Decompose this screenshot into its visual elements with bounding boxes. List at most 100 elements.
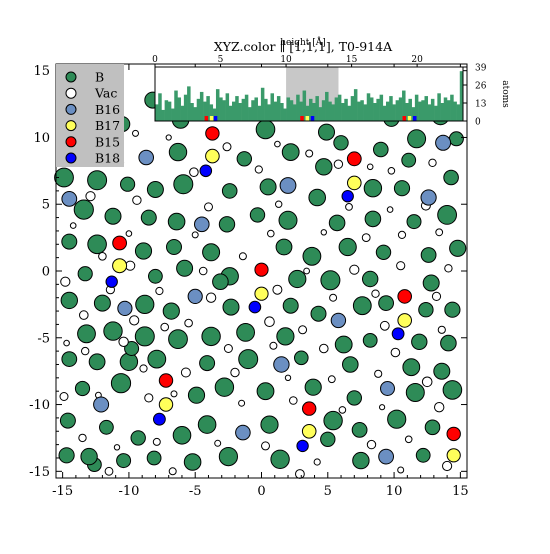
atom-vac-35: [444, 264, 453, 273]
atom-vac-69: [170, 390, 178, 398]
atom-b15-2: [112, 235, 127, 251]
inset-bar: [158, 93, 162, 121]
atom-b-28: [259, 178, 277, 196]
inset-x-tick-label-0: 0: [152, 55, 158, 65]
atom-b-54: [449, 239, 467, 257]
atom-vac-58: [81, 346, 90, 356]
atom-vac-13: [85, 191, 96, 202]
legend-label-b17: B17: [95, 118, 120, 133]
atom-b-7: [255, 119, 276, 140]
atom-vac-24: [320, 229, 327, 236]
inset-bar: [347, 105, 352, 121]
atom-b-62: [422, 274, 440, 292]
atom-vac-41: [329, 293, 338, 302]
atom-vac-17: [345, 203, 353, 211]
inset-bar: [411, 107, 416, 121]
atom-b-116: [183, 453, 202, 471]
atom-vac-39: [205, 292, 217, 303]
atom-vac-21: [125, 230, 133, 237]
atom-b17-3: [254, 286, 269, 301]
inset-bar: [453, 101, 457, 121]
atom-b-19: [315, 158, 333, 176]
atom-vac-23: [267, 229, 275, 238]
inset-title: height [Å]: [280, 36, 326, 48]
inset-bar: [267, 104, 271, 121]
atom-b-121: [415, 447, 431, 463]
atom-b15-4: [397, 289, 413, 304]
inset-bar: [273, 101, 278, 121]
atom-vac-70: [238, 399, 246, 407]
atom-b15-5: [158, 373, 174, 388]
inset-bar: [177, 97, 181, 121]
atom-vac-11: [333, 159, 344, 169]
atom-b18-3: [248, 300, 262, 314]
atom-vac-82: [404, 435, 413, 444]
atom-b-125: [212, 273, 229, 291]
atom-vac-40: [272, 284, 283, 295]
inset-marker-4: [305, 116, 310, 121]
inset-bar: [305, 105, 310, 121]
atom-b-56: [148, 268, 163, 284]
inset-bar: [296, 94, 300, 121]
atom-b-80: [334, 335, 353, 354]
y-tick-label-0: -15: [29, 465, 50, 480]
atom-b-126: [378, 295, 395, 312]
atom-vac-73: [379, 404, 386, 411]
x-tick-label-5: 10: [386, 484, 403, 499]
inset-bar: [171, 108, 175, 121]
atom-vac-48: [298, 325, 308, 335]
inset-marker-3: [300, 116, 304, 121]
atom-vac-33: [349, 264, 360, 275]
atom-vac-44: [79, 310, 89, 320]
inset-bar: [376, 98, 380, 121]
atom-vac-45: [129, 315, 140, 326]
inset-bar: [344, 98, 348, 121]
inset-bar: [456, 104, 461, 121]
legend-marker-vac: [65, 87, 77, 99]
atom-b-47: [166, 239, 182, 255]
atom-b18-0: [199, 164, 213, 178]
atom-b-78: [236, 323, 256, 342]
atom-b-88: [199, 355, 216, 372]
legend-marker-b15: [65, 136, 77, 148]
inset-bar: [315, 96, 319, 121]
inset-bar: [241, 98, 246, 121]
atom-b-9: [318, 123, 335, 141]
x-tick-label-0: -15: [52, 484, 73, 499]
atom-vac-27: [435, 228, 444, 237]
inset-bar: [299, 101, 303, 121]
atom-b16-5: [330, 312, 347, 329]
atom-b-129: [333, 135, 349, 151]
atom-b16-3: [420, 189, 437, 206]
atom-b-94: [74, 380, 91, 397]
inset-bar: [414, 94, 419, 121]
inset-bar: [225, 93, 230, 121]
inset-bar: [264, 98, 268, 121]
atom-b-93: [433, 362, 451, 380]
atom-vac-76: [113, 444, 121, 451]
atom-b-31: [393, 180, 411, 197]
inset-bar: [424, 96, 429, 121]
inset-bar: [337, 94, 342, 121]
atom-vac-78: [214, 439, 222, 447]
atom-b-83: [440, 334, 457, 352]
inset-bar: [386, 101, 390, 121]
atom-b-59: [288, 269, 307, 289]
atom-vac-6: [428, 158, 437, 168]
atom-vac-47: [264, 316, 275, 328]
atom-b18-5: [153, 412, 166, 426]
inset-bar: [427, 104, 432, 121]
atom-b18-2: [105, 275, 118, 288]
atom-vac-0: [132, 129, 139, 137]
atom-vac-32: [303, 267, 311, 275]
atom-vac-86: [295, 469, 305, 479]
atom-b16-7: [235, 424, 251, 441]
inset-bar: [443, 97, 448, 121]
y-tick-label-2: -5: [37, 331, 50, 346]
legend-label-b: B: [95, 70, 104, 85]
atom-b-13: [448, 131, 464, 147]
inset-bar: [430, 98, 435, 121]
atom-b-74: [103, 321, 123, 341]
atom-vac-49: [379, 320, 390, 331]
inset-border: [154, 66, 464, 122]
